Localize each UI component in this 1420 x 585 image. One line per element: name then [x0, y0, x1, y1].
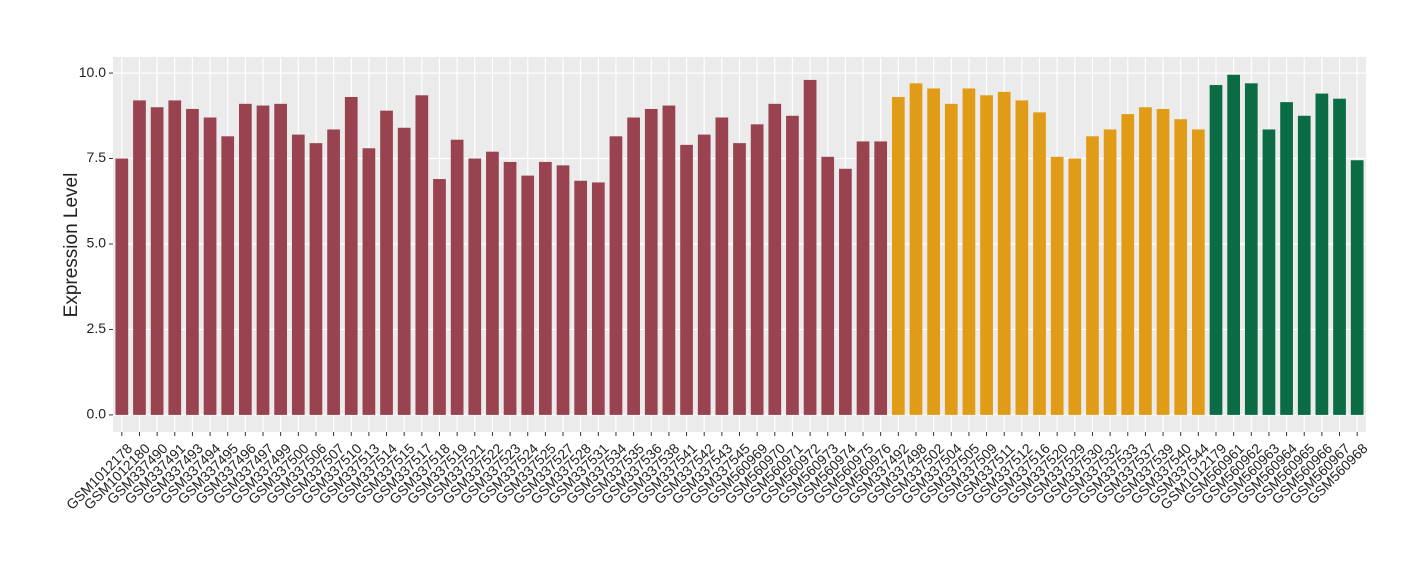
bar — [768, 103, 782, 415]
y-tick-label: 5.0 — [87, 235, 107, 251]
bar — [380, 110, 393, 415]
bar — [680, 144, 693, 415]
bar — [927, 88, 940, 415]
bar — [1156, 108, 1170, 415]
bar — [1315, 93, 1329, 415]
bar — [1350, 160, 1364, 415]
bar — [239, 103, 252, 415]
bar — [750, 124, 764, 415]
bar — [803, 79, 817, 415]
bar — [221, 136, 235, 415]
y-tick-label: 10.0 — [79, 64, 106, 80]
bar — [891, 96, 905, 415]
bar — [962, 88, 976, 415]
bar — [662, 105, 676, 415]
bar — [1262, 129, 1276, 415]
bar — [291, 134, 305, 415]
y-axis-title: Expression Level — [61, 173, 82, 318]
bar — [715, 117, 729, 415]
bar — [415, 95, 429, 415]
y-tick-label: 7.5 — [87, 149, 107, 165]
bar — [344, 96, 358, 415]
bar — [591, 182, 605, 415]
bar — [1333, 98, 1346, 415]
y-tick-label: 0.0 — [87, 406, 107, 422]
bar — [839, 168, 852, 415]
bar — [1244, 83, 1258, 415]
bar — [503, 161, 517, 415]
bar — [133, 100, 146, 415]
bar — [539, 161, 552, 415]
bar — [521, 175, 535, 415]
bar — [1050, 156, 1064, 415]
bar — [1280, 102, 1293, 415]
bar — [609, 136, 623, 415]
bar — [256, 105, 270, 415]
y-tick-label: 2.5 — [87, 320, 107, 336]
bar — [1068, 158, 1082, 415]
bar — [1086, 136, 1099, 415]
bar — [486, 151, 499, 415]
bar — [1015, 100, 1029, 415]
bar — [1103, 129, 1117, 415]
bar — [1191, 129, 1205, 415]
bar — [821, 156, 835, 415]
bar — [186, 108, 199, 415]
bar — [362, 148, 376, 415]
bar — [1209, 85, 1223, 415]
bar — [168, 100, 182, 415]
bar — [697, 134, 711, 415]
bar — [150, 107, 164, 415]
bar — [450, 139, 464, 415]
bar — [327, 129, 340, 415]
bar — [397, 127, 411, 415]
bar — [1139, 107, 1152, 415]
bar — [433, 179, 446, 415]
bar — [1297, 115, 1311, 415]
bar — [856, 141, 870, 415]
bar — [1174, 119, 1188, 415]
bar — [574, 180, 588, 415]
bar — [627, 117, 640, 415]
bar — [874, 141, 888, 415]
bar — [309, 143, 323, 415]
bar — [274, 103, 288, 415]
bar — [944, 103, 958, 415]
bar — [203, 117, 217, 415]
bar — [1121, 114, 1135, 415]
bar — [733, 143, 746, 415]
bar — [556, 165, 570, 415]
bar — [468, 158, 482, 415]
bar — [786, 115, 799, 415]
bar — [1033, 112, 1046, 415]
bar — [115, 158, 129, 415]
bar — [644, 108, 658, 415]
bar — [909, 83, 923, 415]
bar — [1227, 74, 1240, 415]
bar — [997, 91, 1011, 415]
bar — [980, 95, 993, 415]
